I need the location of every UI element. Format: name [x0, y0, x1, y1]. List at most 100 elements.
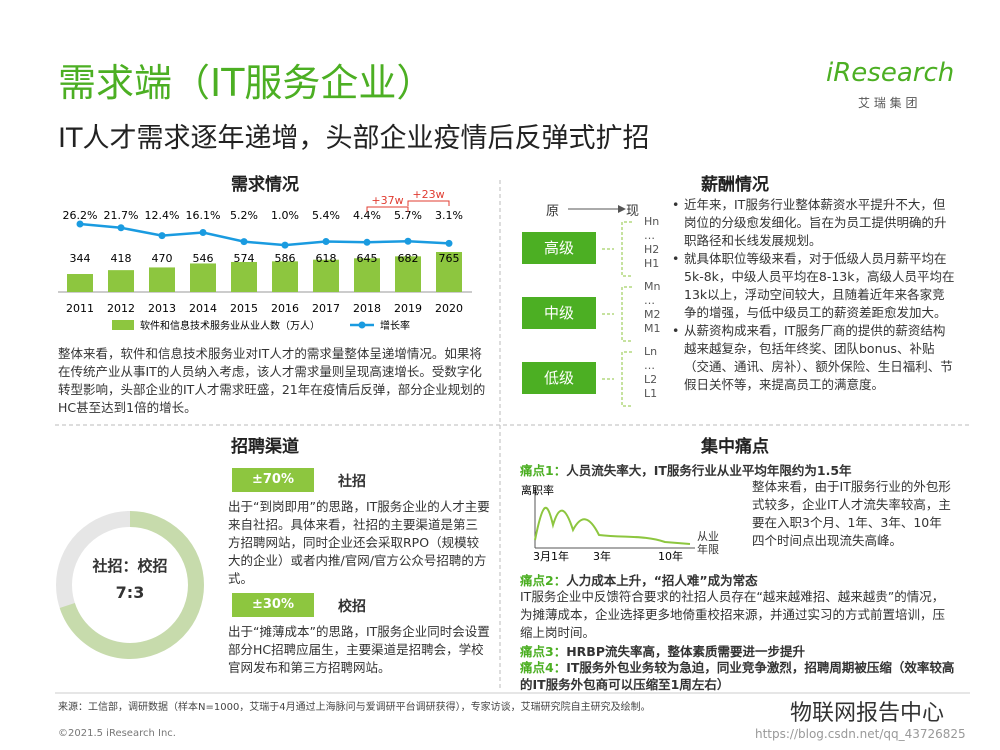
channel-name: 社招 — [338, 474, 366, 490]
line-label: 5.4% — [312, 209, 340, 222]
bar — [436, 252, 462, 292]
level-mark: … — [644, 294, 655, 307]
pain-label: 痛点3： — [520, 644, 567, 659]
bar-label: 645 — [357, 252, 378, 265]
legend-label: 增长率 — [380, 319, 410, 332]
x-tick-label: 2013 — [148, 302, 176, 315]
bracket-line — [602, 286, 632, 342]
line-point — [117, 224, 125, 232]
line-point — [322, 237, 330, 245]
annotation-bracket — [366, 206, 409, 212]
watermark-url: https://blog.csdn.net/qq_43726825 — [755, 727, 966, 741]
bar-label: 344 — [70, 252, 91, 265]
level-mark: … — [644, 229, 655, 242]
line-point — [445, 239, 453, 247]
subtitle: IT人才需求逐年递增，头部企业疫情后反弹式扩招 — [58, 123, 650, 154]
line-label: 4.4% — [353, 209, 381, 222]
x-tick-label: 2017 — [312, 302, 340, 315]
section-title: 薪酬情况 — [701, 175, 769, 195]
copyright: ©2021.5 iResearch Inc. — [58, 728, 176, 739]
line-point — [240, 238, 248, 246]
bar-label: 618 — [316, 252, 337, 265]
bar-label: 470 — [152, 252, 173, 265]
paragraph: 出于“到岗即用”的思路，IT服务企业的人才主要来自社招。具体来看，社招的主要渠道… — [228, 499, 490, 586]
bracket-line — [602, 351, 632, 407]
level-mark: L2 — [644, 373, 658, 386]
paragraph: 整体来看，软件和信息技术服务业对IT人才的需求量整体呈递增情况。如果将在传统产业… — [58, 346, 486, 415]
line — [79, 222, 450, 247]
bracket-line — [602, 221, 632, 277]
bar — [354, 258, 380, 292]
title: 需求端（IT服务企业） — [58, 61, 435, 105]
x-tick-label: 2011 — [66, 302, 94, 315]
bullet-dot: • — [672, 197, 680, 212]
bracket — [602, 286, 632, 342]
line-label: 21.7% — [104, 209, 139, 222]
line-label: 1.0% — [271, 209, 299, 222]
axis-label: 3月1年 — [533, 549, 569, 563]
curve — [534, 506, 691, 545]
pain-title: IT服务外包业务较为急迫，同业竞争激烈，招聘周期被压缩（效率较高的IT服务外包商… — [520, 660, 955, 692]
line-point — [281, 241, 289, 249]
axis-label: 从业年限 — [697, 530, 719, 556]
level-box: 高级 — [522, 232, 596, 264]
annotation-bracket — [407, 200, 450, 206]
line-label: 5.2% — [230, 209, 258, 222]
x-tick-label: 2015 — [230, 302, 258, 315]
pain-title: 人力成本上升，“招人难”成为常态 — [566, 573, 758, 588]
badge: ±70% — [232, 468, 314, 492]
pain-label: 痛点1： — [520, 463, 567, 478]
x-tick-label: 2012 — [107, 302, 135, 315]
line-point — [199, 228, 207, 236]
logo: iResearch — [826, 58, 955, 88]
bar-label: 546 — [193, 252, 214, 265]
level-mark: L1 — [644, 387, 658, 400]
bracket — [602, 221, 632, 277]
ring-arc — [56, 511, 204, 659]
axis-label: 10年 — [658, 549, 683, 563]
level-mark: M2 — [644, 308, 661, 321]
bar — [149, 267, 175, 292]
bar — [190, 263, 216, 292]
source: 来源：工信部，调研数据（样本N=1000，艾瑞于4月通过上海脉问与爱调研平台调研… — [58, 702, 651, 713]
bullet-dot: • — [672, 251, 680, 266]
chart: 344 2011 26.2% 418 2012 21.7% 470 2013 12.4% 546 2… — [58, 190, 472, 332]
x-tick-label: 2018 — [353, 302, 381, 315]
pain-title: 人员流失率大，IT服务行业从业平均年限约为1.5年 — [566, 463, 852, 478]
pain-label: 痛点2： — [520, 573, 567, 588]
bullet: • 就具体职位等级来看，对于低级人员月薪平均在5k-8k，中级人员平均在8-13k… — [672, 251, 955, 320]
x-tick-label: 2016 — [271, 302, 299, 315]
logo-sub: 艾 瑞 集 团 — [858, 96, 918, 110]
bullet: • 从薪资构成来看，IT服务厂商的提供的薪资结构越来越复杂，包括年终奖、团队bon… — [672, 323, 953, 392]
bracket — [602, 351, 632, 407]
bar — [67, 274, 93, 292]
pain-label: 痛点4： — [520, 660, 567, 675]
line-point — [76, 220, 84, 228]
bar-label: 682 — [398, 252, 419, 265]
bullet: • 近年来，IT服务行业整体薪资水平提升不大，但岗位的分级愈发细化。旨在为员工提供… — [672, 197, 947, 248]
label: 原 — [546, 204, 560, 219]
level-mark: Mn — [644, 280, 661, 293]
level-mark: H1 — [644, 257, 660, 270]
axis-label: 3年 — [593, 549, 611, 563]
x-tick-label: 2019 — [394, 302, 422, 315]
level-mark: Hn — [644, 215, 660, 228]
level-mark: … — [644, 359, 655, 372]
bar — [272, 261, 298, 292]
level-box: 中级 — [522, 297, 596, 329]
section-title: 集中痛点 — [701, 437, 769, 457]
bar-label: 574 — [234, 252, 255, 265]
x-tick-label: 2014 — [189, 302, 217, 315]
ratio: 7:3 — [115, 583, 145, 602]
pain-point: 痛点4：IT服务外包业务较为急迫，同业竞争激烈，招聘周期被压缩（效率较高的IT服… — [520, 659, 960, 693]
bar — [231, 261, 257, 292]
bar — [313, 259, 339, 292]
line-point — [363, 238, 371, 246]
bar — [108, 270, 134, 292]
paragraph: IT服务企业中反馈符合要求的社招人员存在“越来越难招、越来越贵”的情况，为摊薄成… — [520, 589, 946, 640]
bar — [395, 256, 421, 292]
ratio-label: 社招：校招 — [92, 557, 168, 575]
line-point — [404, 237, 412, 245]
